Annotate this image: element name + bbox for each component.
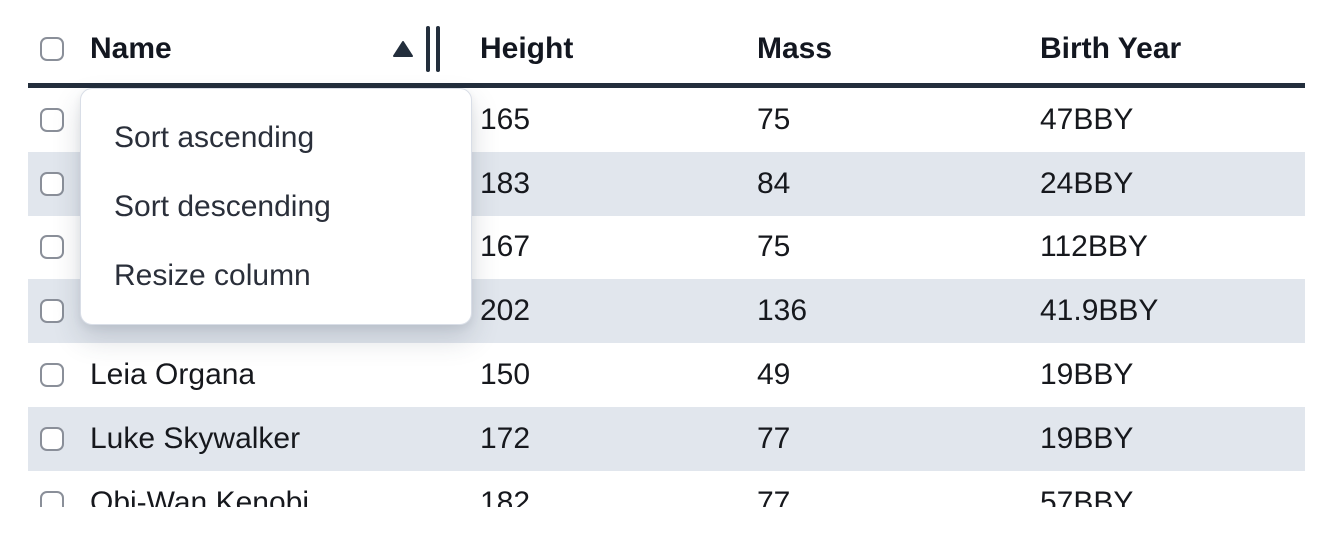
mass-cell: 77 [757,485,791,507]
row-checkbox[interactable] [40,426,64,451]
menu-item-sort-descending[interactable]: Sort descending [114,189,331,223]
column-header-height-label: Height [480,31,574,65]
name-cell: Leia Organa [90,358,256,392]
birth-year-cell: 112BBY [1040,230,1148,264]
birth-year-cell: 19BBY [1040,358,1134,392]
column-header-mass[interactable]: Mass [757,32,1040,66]
resize-bar [426,25,430,72]
select-all-checkbox[interactable] [40,36,64,61]
row-checkbox[interactable] [40,107,64,132]
column-context-menu: Sort ascending Sort descending Resize co… [80,88,472,325]
name-cell: Luke Skywalker [90,421,301,455]
height-cell: 172 [480,421,531,455]
birth-year-cell: 57BBY [1040,485,1134,507]
birth-year-cell: 41.9BBY [1040,294,1159,328]
mass-cell: 75 [757,102,791,136]
menu-item-resize-column[interactable]: Resize column [114,258,311,292]
table-row: 165 75 47BBY [28,88,1305,152]
table-header-row: Name Height Mass Birth Year [28,0,1305,88]
height-cell: 167 [480,230,531,264]
birth-year-cell: 24BBY [1040,166,1134,200]
table-row: Luke Skywalker 172 77 19BBY [28,406,1305,471]
mass-cell: 77 [757,421,791,455]
name-cell: Obi-Wan Kenobi [90,485,309,507]
mass-cell: 75 [757,230,791,264]
row-checkbox[interactable] [40,299,64,324]
column-header-mass-label: Mass [757,31,833,65]
table-row: 202 136 41.9BBY [28,279,1305,344]
mass-cell: 49 [757,358,791,392]
height-cell: 183 [480,166,531,200]
select-all-cell [28,36,90,61]
resize-bar [436,25,440,72]
mass-cell: 136 [757,294,808,328]
row-checkbox[interactable] [40,171,64,196]
mass-cell: 84 [757,166,791,200]
column-header-name[interactable]: Name [90,25,480,72]
height-cell: 150 [480,358,531,392]
row-checkbox[interactable] [40,490,64,507]
column-header-birth-year-label: Birth Year [1040,31,1182,65]
birth-year-cell: 19BBY [1040,421,1134,455]
birth-year-cell: 47BBY [1040,102,1134,136]
row-checkbox[interactable] [40,235,64,260]
height-cell: 202 [480,294,531,328]
sort-ascending-icon [392,40,414,58]
table-row: Obi-Wan Kenobi 182 77 57BBY [28,471,1305,507]
column-resize-handle-icon[interactable] [426,25,440,72]
column-header-height[interactable]: Height [480,32,757,66]
table-row: Leia Organa 150 49 19BBY [28,343,1305,407]
row-checkbox[interactable] [40,363,64,388]
height-cell: 165 [480,102,531,136]
column-header-name-label: Name [90,31,172,65]
column-header-birth-year[interactable]: Birth Year [1040,32,1305,66]
menu-item-sort-ascending[interactable]: Sort ascending [114,120,315,154]
table-row: 167 75 112BBY [28,216,1305,280]
height-cell: 182 [480,485,531,507]
